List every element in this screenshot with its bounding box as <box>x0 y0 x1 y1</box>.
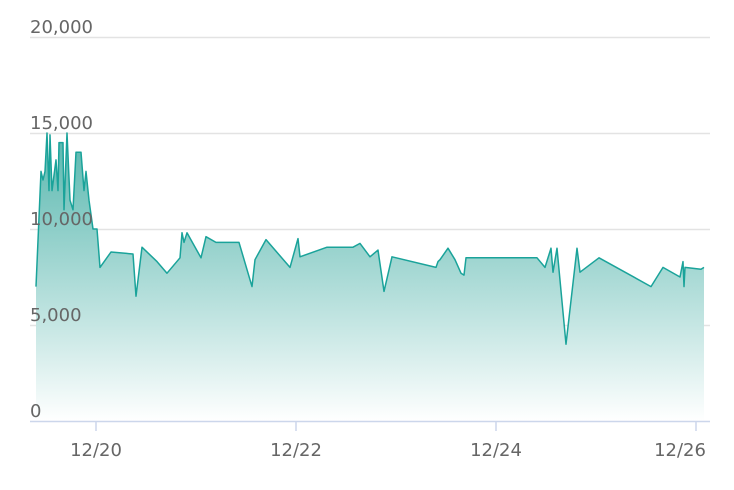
x-axis-labels: 12/20 12/22 12/24 12/26 <box>70 440 706 461</box>
x-tick-label: 12/24 <box>470 440 522 461</box>
x-axis-ticks <box>95 421 697 431</box>
y-tick-label: 0 <box>30 401 41 422</box>
x-tick-label: 12/20 <box>70 440 122 461</box>
x-tick-label: 12/26 <box>654 440 706 461</box>
y-tick-label: 15,000 <box>30 113 93 134</box>
y-tick-label: 5,000 <box>30 305 82 326</box>
series-area <box>36 133 704 421</box>
y-tick-label: 10,000 <box>30 209 93 230</box>
x-tick-label: 12/22 <box>270 440 322 461</box>
y-tick-label: 20,000 <box>30 17 93 38</box>
series-line <box>35 132 705 345</box>
y-axis-labels: 0 5,000 10,000 15,000 20,000 <box>30 17 93 422</box>
